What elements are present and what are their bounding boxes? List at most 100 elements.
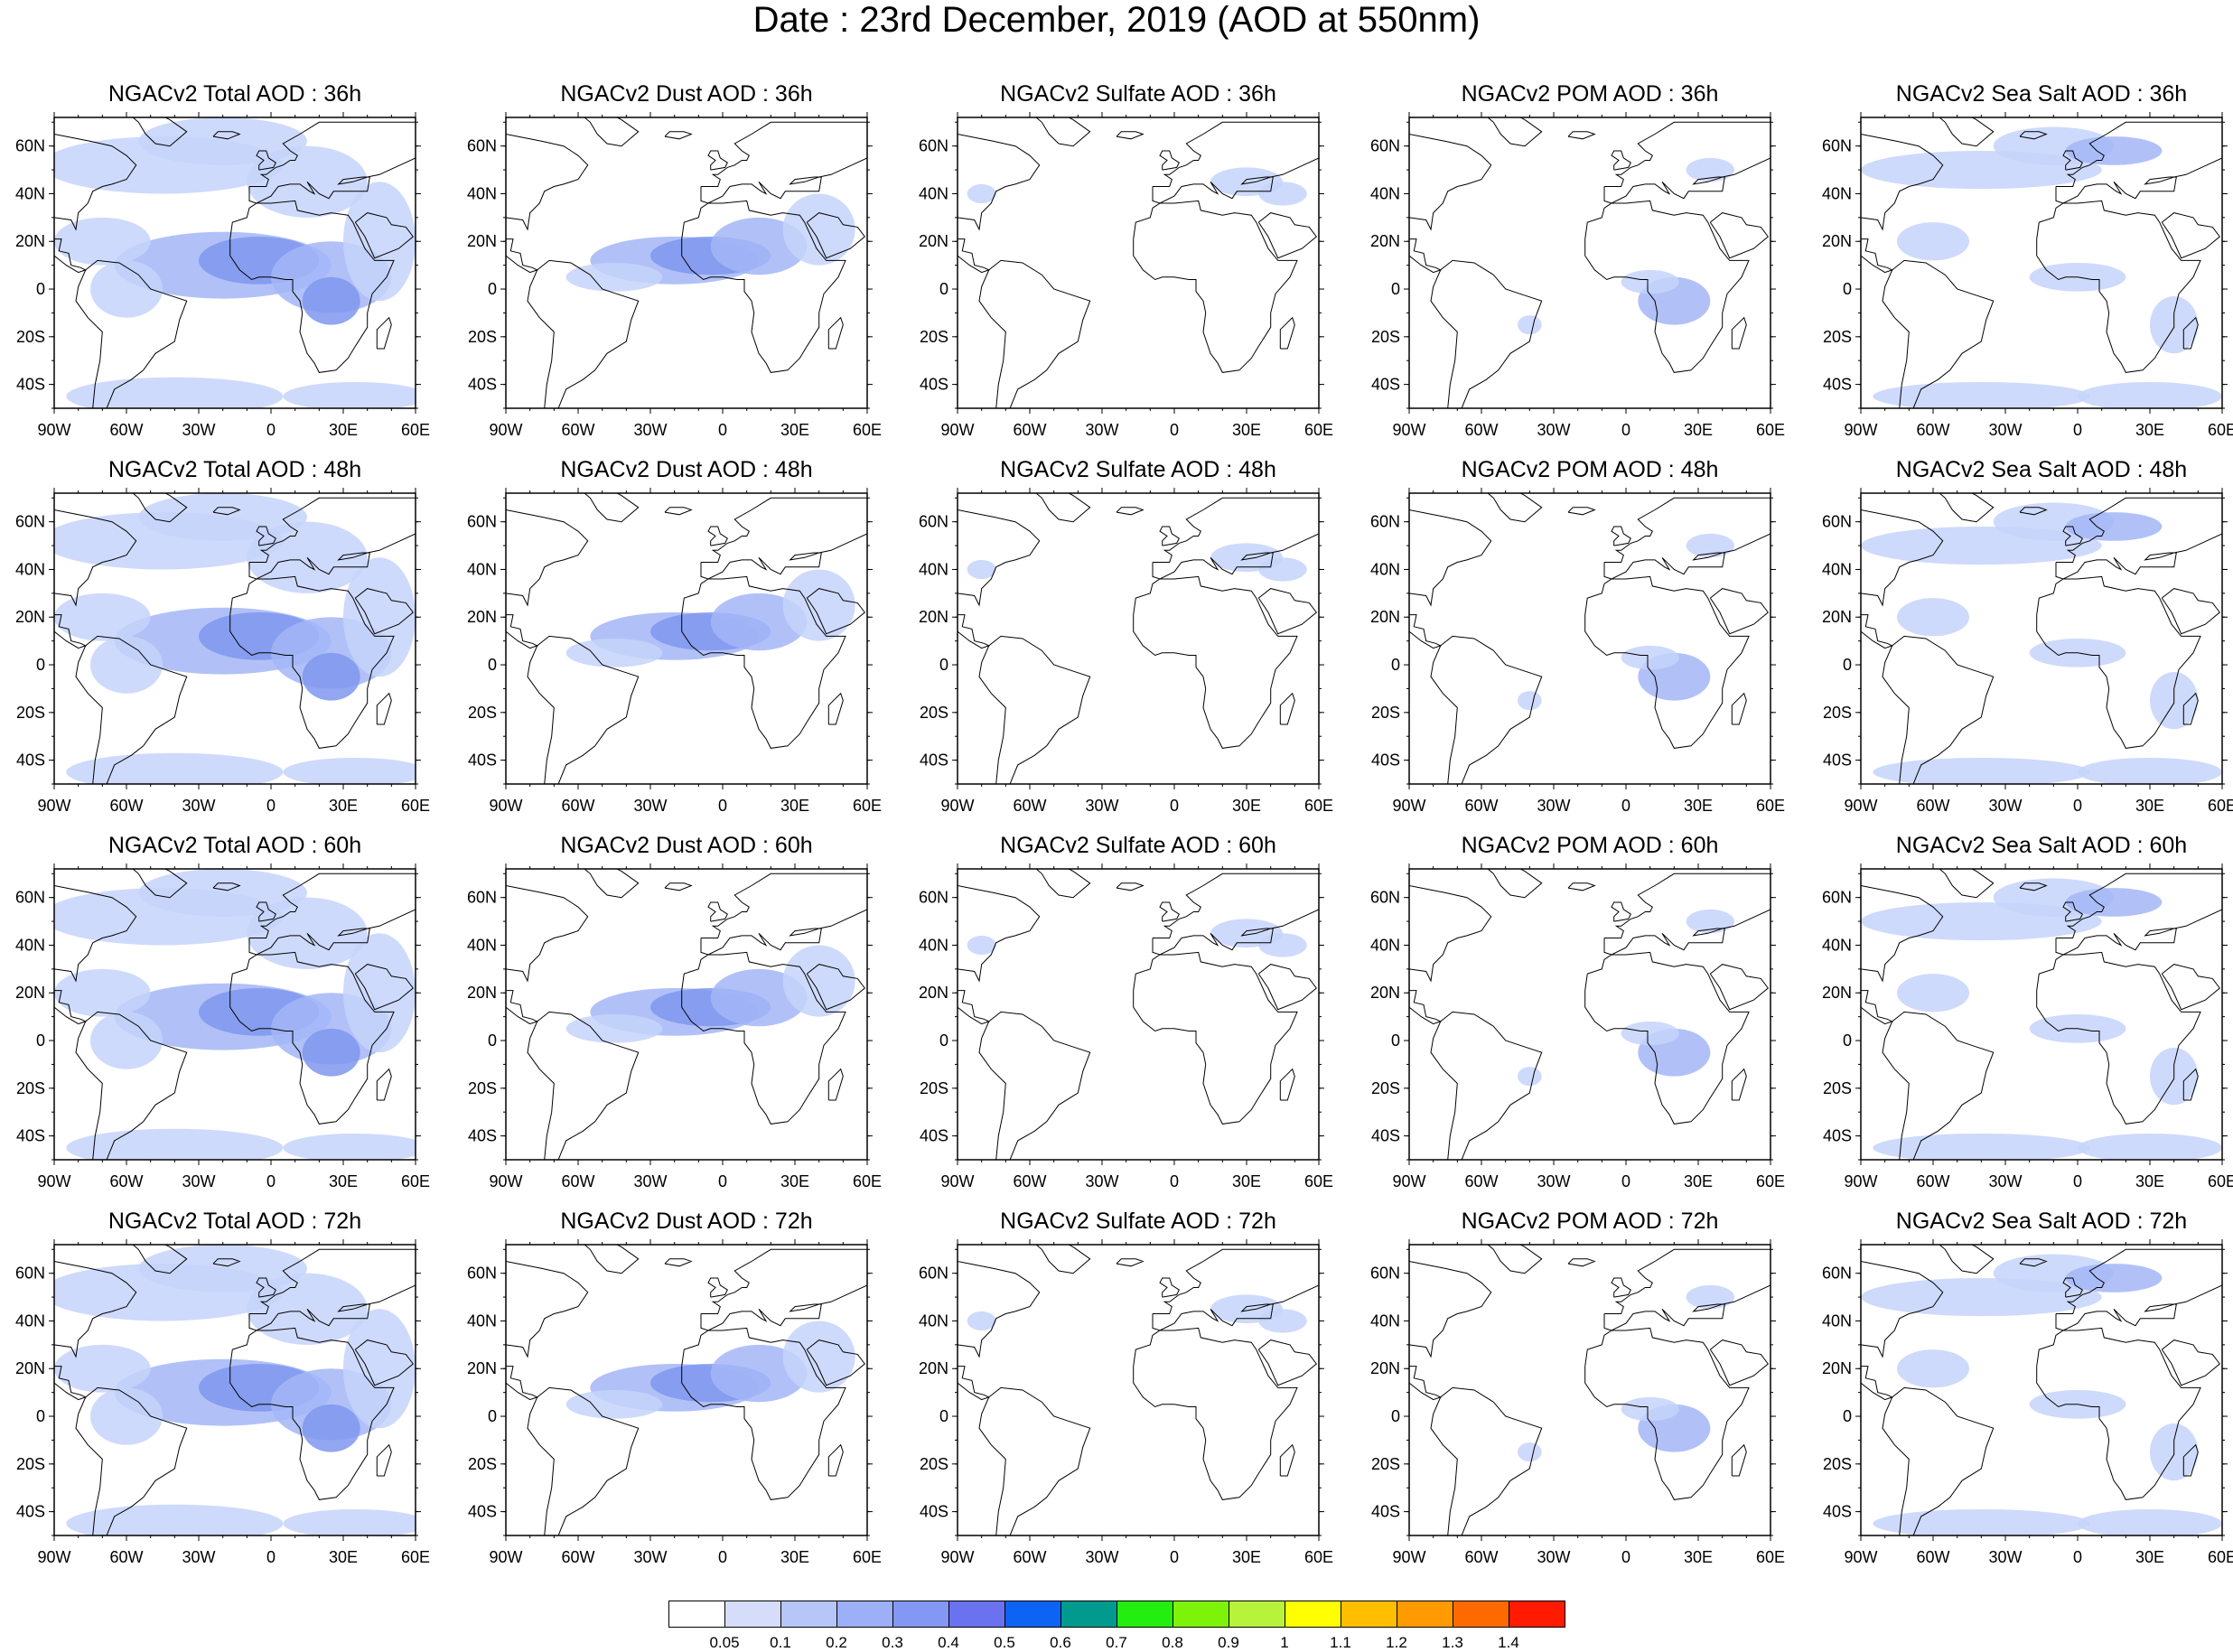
map-panel: NGACv2 Sulfate AOD : 48h 60N 40N 20N 0 20S 40S… [903,457,1333,815]
lat-tick-label: 20N [467,984,497,1002]
lon-tick-label: 0 [2073,1172,2082,1190]
coastline [664,1258,693,1267]
lon-tick-label: 60E [1756,421,1785,439]
aod-field-area [1897,222,1969,261]
lat-tick-label: 40S [920,751,948,770]
aod-field-area [66,1504,284,1535]
coastline [1709,588,1769,635]
lon-tick-label: 60W [1916,797,1949,815]
coastline [2182,692,2199,725]
lat-tick-label: 40S [468,1503,497,1521]
coastline [1939,117,1995,147]
lat-tick-label: 60N [1370,1265,1400,1283]
coastline [248,497,416,580]
coastline [1430,259,1543,408]
coastline [2062,1277,2083,1298]
coastline [1152,873,1319,956]
coastline [978,259,1091,408]
coastline [1116,131,1145,140]
map-panel: NGACv2 POM AOD : 60h 60N 40N 20N 0 20S 40S 90W 6… [1355,833,1785,1190]
lat-tick-label: 40S [16,1127,45,1145]
coastline [1035,493,1091,523]
lon-tick-label: 30W [182,797,215,815]
coastline [700,497,867,580]
lon-tick-label: 0 [266,1172,276,1190]
coastline [229,200,395,373]
colorbar-swatch [948,1601,1005,1628]
lon-tick-label: 60E [1304,797,1333,815]
coastline [354,964,414,1011]
coastline [1709,964,1769,1011]
lon-tick-label: 30W [1537,1548,1570,1566]
coastline [506,1260,589,1358]
lat-tick-label: 0 [36,1407,45,1425]
lat-tick-label: 40S [1371,1127,1400,1145]
lon-tick-label: 30E [780,797,809,815]
aod-field-area [2078,1508,2222,1535]
aod-field-area [1258,182,1307,206]
aod-map: 60N 40N 20N 0 20S 40S 90W 60W 30W 0 30E 60E [1822,488,2233,815]
lat-tick-label: 20N [15,608,45,626]
panel-title: NGACv2 POM AOD : 36h [1461,81,1719,107]
lat-tick-label: 20N [1370,608,1400,626]
coastline [1035,117,1091,147]
lon-tick-label: 60E [853,1172,882,1190]
lon-tick-label: 60E [1756,1172,1785,1190]
lon-tick-label: 30E [1684,1548,1713,1566]
coastline [707,526,728,546]
coastline [1133,575,1298,749]
lat-tick-label: 40N [1822,1311,1852,1330]
lon-tick-label: 60W [1916,1548,1949,1566]
colorbar-label: 0.8 [1162,1634,1183,1651]
coastline [1611,901,1631,922]
aod-field-area [2078,381,2222,408]
coastline [376,1068,392,1101]
lat-tick-label: 20S [1823,1455,1852,1473]
coastline [2062,526,2083,546]
coastline [1584,575,1750,749]
coastline [1035,1245,1091,1274]
lat-tick-label: 40N [15,1311,45,1330]
aod-field-area [1621,645,1679,670]
coastline [1603,497,1771,580]
aod-field-area [343,557,416,677]
lat-tick-label: 20N [467,1359,497,1377]
map-panel: NGACv2 Sulfate AOD : 60h 60N 40N 20N 0 20S 40S… [903,833,1333,1190]
coastline [506,1366,539,1401]
aod-field-area [782,1321,855,1393]
aod-field-area [90,636,163,694]
aod-field-area [138,869,307,917]
lat-tick-label: 40N [919,1311,948,1330]
coastline [1257,964,1317,1011]
lon-tick-label: 30E [329,797,358,815]
aod-field-area [138,1245,307,1293]
lon-tick-label: 60E [1756,1548,1785,1566]
lon-tick-label: 90W [1844,797,1877,815]
lon-tick-label: 0 [266,421,276,439]
colorbar-swatch [1285,1601,1341,1628]
lat-tick-label: 20S [920,704,948,722]
lat-tick-label: 20S [1823,328,1852,346]
colorbar-label: 0.3 [882,1634,903,1651]
aod-field-area [565,263,663,292]
lon-tick-label: 90W [940,1548,974,1566]
aod-field-area [1897,598,1969,637]
lon-tick-label: 60E [2208,1172,2233,1190]
lat-tick-label: 60N [1822,889,1852,907]
coastline [506,238,539,274]
coastline [827,692,844,725]
colorbar-label: 0.4 [938,1634,959,1651]
coastline [958,614,991,649]
colorbar-swatch [1004,1601,1061,1628]
coastline [2182,1443,2199,1477]
lon-tick-label: 90W [37,1172,70,1190]
lat-tick-label: 20N [1370,984,1400,1002]
lon-tick-label: 30E [1232,1172,1261,1190]
coastline [664,507,693,516]
lat-tick-label: 20S [1823,1079,1852,1097]
coastline [2161,212,2220,259]
lon-tick-label: 90W [940,797,974,815]
panel-title: NGACv2 Sea Salt AOD : 60h [1895,833,2188,858]
coastline [256,1277,276,1298]
coastline [1567,882,1596,891]
